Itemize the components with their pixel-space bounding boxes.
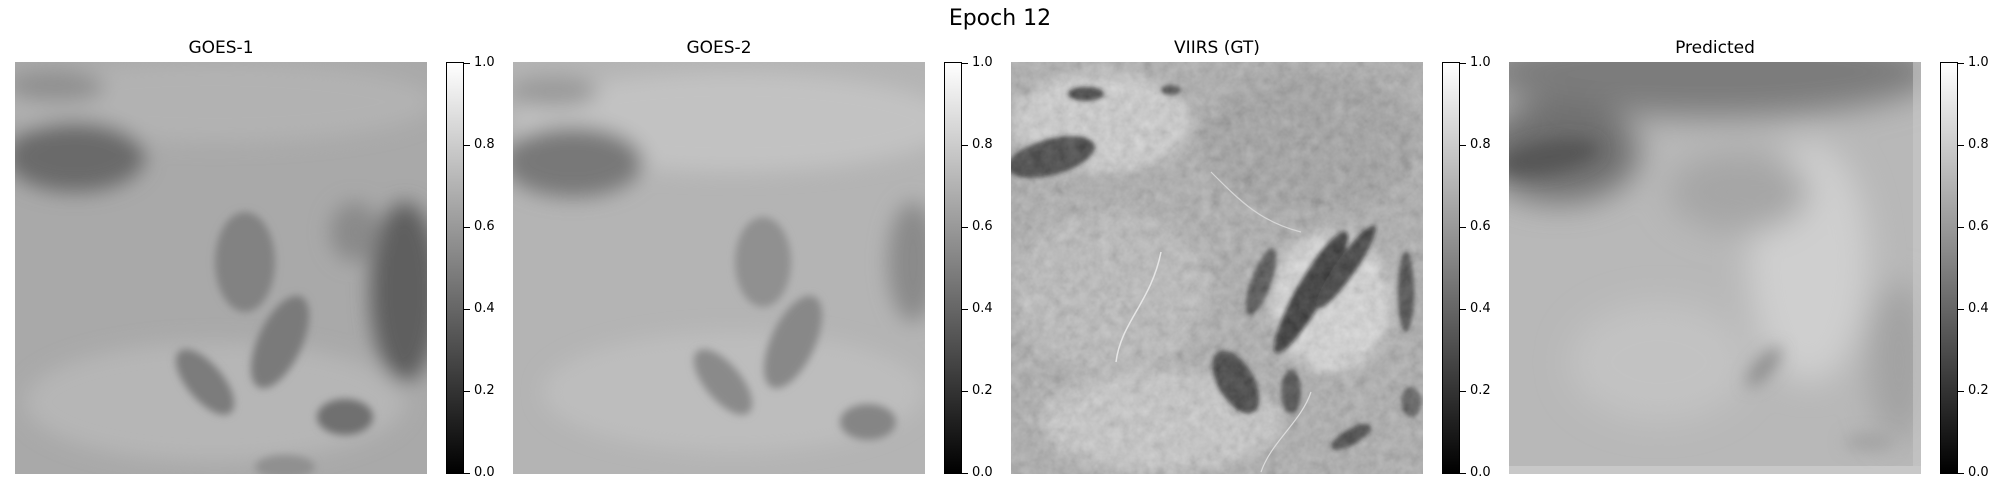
- tick-label: 0.0: [1968, 465, 1989, 480]
- tick-label: 0.4: [474, 301, 495, 316]
- tick-label: 0.2: [1470, 383, 1491, 398]
- colorbar-4: [1940, 62, 1958, 474]
- tick-label: 0.8: [474, 137, 495, 152]
- tick-label: 0.4: [972, 301, 993, 316]
- tick-label: 0.2: [474, 383, 495, 398]
- tick-label: 0.8: [1968, 137, 1989, 152]
- tick-label: 1.0: [1470, 55, 1491, 70]
- tick-label: 0.6: [972, 219, 993, 234]
- panel-title-predicted: Predicted: [1675, 38, 1755, 58]
- panel-title-viirs: VIIRS (GT): [1174, 38, 1260, 58]
- goes1-image: [15, 62, 427, 474]
- tick-label: 0.0: [474, 465, 495, 480]
- viirs-gt-image: [1011, 62, 1423, 474]
- tick-label: 0.6: [1968, 219, 1989, 234]
- tick-label: 1.0: [1968, 55, 1989, 70]
- tick-label: 1.0: [474, 55, 495, 70]
- predicted-image: [1509, 62, 1921, 474]
- tick-label: 0.4: [1470, 301, 1491, 316]
- tick-label: 0.0: [1470, 465, 1491, 480]
- colorbar-1: [446, 62, 464, 474]
- tick-label: 1.0: [972, 55, 993, 70]
- tick-label: 0.6: [1470, 219, 1491, 234]
- tick-label: 0.2: [972, 383, 993, 398]
- figure-title: Epoch 12: [948, 6, 1052, 31]
- panel-title-goes2: GOES-2: [686, 38, 752, 58]
- tick-label: 0.8: [972, 137, 993, 152]
- tick-label: 0.4: [1968, 301, 1989, 316]
- tick-label: 0.0: [972, 465, 993, 480]
- panel-title-goes1: GOES-1: [188, 38, 254, 58]
- tick-label: 0.6: [474, 219, 495, 234]
- goes2-image: [513, 62, 925, 474]
- colorbar-2: [944, 62, 962, 474]
- tick-label: 0.2: [1968, 383, 1989, 398]
- tick-label: 0.8: [1470, 137, 1491, 152]
- colorbar-3: [1442, 62, 1460, 474]
